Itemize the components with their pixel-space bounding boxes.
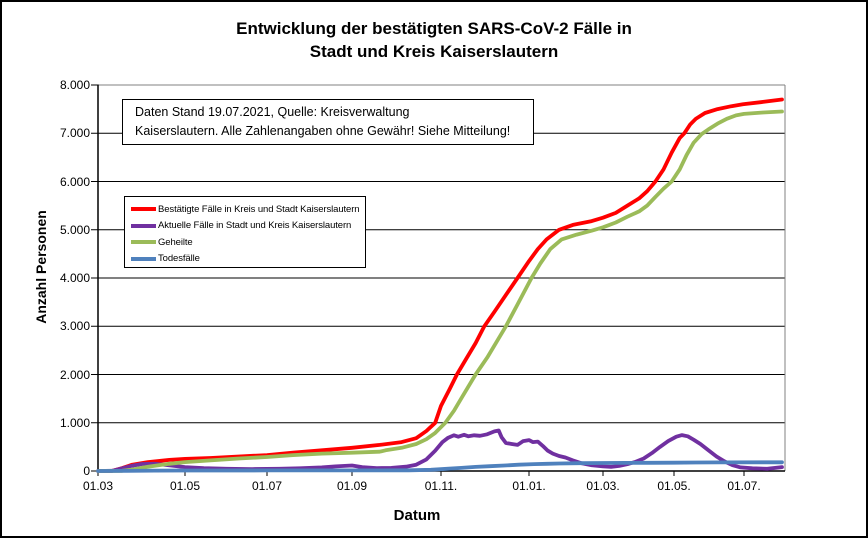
x-tick-label: 01.09: [336, 479, 368, 493]
annotation-line-2: Kaiserslautern. Alle Zahlenangaben ohne …: [135, 124, 511, 138]
series-line-0: [96, 97, 784, 473]
data-source-annotation: Daten Stand 19.07.2021, Quelle: Kreisver…: [122, 99, 534, 145]
x-tick-label: 01.05: [169, 479, 201, 493]
legend-label: Geheilte: [158, 236, 193, 248]
series-line-2: [96, 109, 784, 473]
series-line-3: [96, 460, 784, 473]
y-tick-label: 2.000: [59, 367, 90, 382]
y-tick-label: 5.000: [59, 222, 90, 237]
annotation-line-1: Daten Stand 19.07.2021, Quelle: Kreisver…: [135, 105, 410, 119]
y-tick-label: 6.000: [59, 174, 90, 189]
y-tick-label: 3.000: [59, 319, 90, 334]
y-tick-label: 4.000: [59, 271, 90, 285]
x-tick-label: 01.07: [251, 479, 283, 493]
chart-title: Entwicklung der bestätigten SARS-CoV-2 F…: [2, 17, 866, 63]
legend-item-1: Aktuelle Fälle in Stadt und Kreis Kaiser…: [131, 218, 365, 235]
y-tick-label: 8.000: [59, 78, 90, 92]
x-tick-label: 01.11.: [424, 479, 458, 493]
legend-label: Aktuelle Fälle in Stadt und Kreis Kaiser…: [158, 220, 352, 232]
chart-title-line-1: Entwicklung der bestätigten SARS-CoV-2 F…: [236, 19, 632, 38]
y-tick-label: 1.000: [59, 415, 90, 430]
legend-label: Bestätigte Fälle in Kreis und Stadt Kais…: [158, 203, 360, 215]
x-tick-label: 01.01.: [512, 479, 546, 493]
x-axis-title: Datum: [393, 507, 441, 524]
x-tick-label: 01.03.: [586, 479, 620, 493]
legend-swatch: [131, 207, 156, 212]
x-tick-label: 01.07.: [727, 479, 761, 493]
legend-box: Bestätigte Fälle in Kreis und Stadt Kais…: [124, 196, 366, 268]
y-tick-label: 0: [83, 464, 90, 478]
y-axis-title: Anzahl Personen: [33, 210, 49, 324]
x-tick-label: 01.05.: [657, 479, 691, 493]
legend-swatch: [131, 256, 156, 261]
chart-title-line-2: Stadt und Kreis Kaiserslautern: [309, 42, 559, 61]
legend-item-0: Bestätigte Fälle in Kreis und Stadt Kais…: [131, 201, 365, 218]
y-tick-label: 7.000: [59, 126, 90, 141]
series-line-1: [96, 428, 784, 473]
x-tick-label: 01.03: [82, 479, 114, 493]
legend-swatch: [131, 240, 156, 245]
legend-item-2: Geheilte: [131, 234, 365, 251]
legend-item-3: Todesfälle: [131, 251, 365, 268]
legend-label: Todesfälle: [158, 253, 200, 265]
legend-swatch: [131, 223, 156, 228]
